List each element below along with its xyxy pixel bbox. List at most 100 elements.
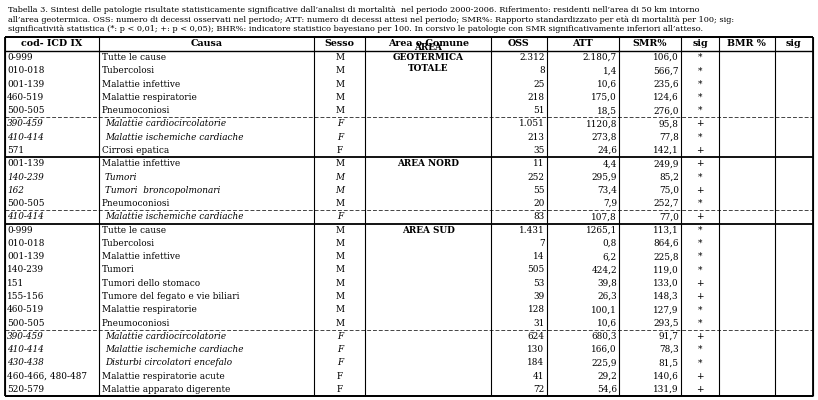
Text: 162: 162 — [7, 186, 24, 195]
Text: 77,0: 77,0 — [659, 212, 679, 221]
Text: 39: 39 — [533, 292, 545, 301]
Text: M: M — [335, 80, 344, 89]
Text: 119,0: 119,0 — [653, 266, 679, 274]
Text: 410-414: 410-414 — [7, 133, 43, 142]
Text: 571: 571 — [7, 146, 24, 155]
Text: 124,6: 124,6 — [654, 93, 679, 102]
Text: 100,1: 100,1 — [591, 305, 617, 314]
Text: *: * — [698, 133, 703, 142]
Text: 2.180,7: 2.180,7 — [583, 53, 617, 62]
Text: +: + — [696, 292, 703, 301]
Text: 001-139: 001-139 — [7, 252, 44, 261]
Text: *: * — [698, 53, 703, 62]
Text: 78,3: 78,3 — [659, 345, 679, 354]
Text: 166,0: 166,0 — [591, 345, 617, 354]
Text: 1.431: 1.431 — [519, 226, 545, 235]
Text: 505: 505 — [528, 266, 545, 274]
Text: Malattie infettive: Malattie infettive — [101, 252, 180, 261]
Text: AREA
GEOTERMICA
TOTALE: AREA GEOTERMICA TOTALE — [393, 43, 464, 72]
Text: 218: 218 — [528, 93, 545, 102]
Text: 500-505: 500-505 — [7, 199, 44, 208]
Text: 35: 35 — [533, 146, 545, 155]
Text: 140-239: 140-239 — [7, 266, 44, 274]
Text: M: M — [335, 292, 344, 301]
Text: 107,8: 107,8 — [591, 212, 617, 221]
Text: 25: 25 — [533, 80, 545, 89]
Text: 680,3: 680,3 — [591, 332, 617, 341]
Text: 1265,1: 1265,1 — [586, 226, 617, 235]
Text: 10,6: 10,6 — [597, 80, 617, 89]
Text: 7,9: 7,9 — [603, 199, 617, 208]
Text: M: M — [335, 226, 344, 235]
Text: 81,5: 81,5 — [658, 358, 679, 367]
Text: cod- ICD IX: cod- ICD IX — [21, 39, 83, 48]
Text: M: M — [335, 186, 344, 195]
Text: Tabella 3. Sintesi delle patologie risultate statisticamente significative dall’: Tabella 3. Sintesi delle patologie risul… — [8, 6, 699, 14]
Text: Pneumoconiosi: Pneumoconiosi — [101, 106, 170, 115]
Text: 295,9: 295,9 — [591, 172, 617, 182]
Text: ATT: ATT — [573, 39, 593, 48]
Text: 010-018: 010-018 — [7, 239, 44, 248]
Text: AREA NORD: AREA NORD — [398, 159, 459, 168]
Text: 130: 130 — [528, 345, 545, 354]
Text: Malattie respiratorie: Malattie respiratorie — [101, 305, 196, 314]
Text: 1,4: 1,4 — [603, 66, 617, 76]
Text: 293,5: 293,5 — [654, 318, 679, 328]
Text: 77,8: 77,8 — [659, 133, 679, 142]
Text: 73,4: 73,4 — [597, 186, 617, 195]
Text: 11: 11 — [533, 159, 545, 168]
Text: AREA SUD: AREA SUD — [402, 226, 455, 235]
Text: 001-139: 001-139 — [7, 159, 44, 168]
Text: M: M — [335, 252, 344, 261]
Text: 2.312: 2.312 — [519, 53, 545, 62]
Text: 0,8: 0,8 — [603, 239, 617, 248]
Text: M: M — [335, 239, 344, 248]
Text: 14: 14 — [533, 252, 545, 261]
Text: Sesso: Sesso — [325, 39, 355, 48]
Text: Malattie infettive: Malattie infettive — [101, 80, 180, 89]
Text: all’area geotermica. OSS: numero di decessi osservati nel periodo; ATT: numero d: all’area geotermica. OSS: numero di dece… — [8, 16, 734, 24]
Text: 51: 51 — [533, 106, 545, 115]
Text: M: M — [335, 66, 344, 76]
Text: 95,8: 95,8 — [659, 120, 679, 128]
Text: Causa: Causa — [191, 39, 222, 48]
Text: 249,9: 249,9 — [654, 159, 679, 168]
Text: Malattie ischemiche cardiache: Malattie ischemiche cardiache — [105, 133, 243, 142]
Text: F: F — [337, 385, 343, 394]
Text: 133,0: 133,0 — [654, 279, 679, 288]
Text: Pneumoconiosi: Pneumoconiosi — [101, 318, 170, 328]
Text: Malattie ischemiche cardiache: Malattie ischemiche cardiache — [105, 212, 243, 221]
Text: 148,3: 148,3 — [654, 292, 679, 301]
Text: 131,9: 131,9 — [654, 385, 679, 394]
Text: Malattie respiratorie: Malattie respiratorie — [101, 93, 196, 102]
Text: 54,6: 54,6 — [597, 385, 617, 394]
Text: *: * — [698, 358, 703, 367]
Text: 140-239: 140-239 — [7, 172, 43, 182]
Text: 864,6: 864,6 — [654, 239, 679, 248]
Text: F: F — [337, 345, 343, 354]
Text: *: * — [698, 252, 703, 261]
Text: *: * — [698, 266, 703, 274]
Text: 213: 213 — [528, 133, 545, 142]
Text: 235,6: 235,6 — [654, 80, 679, 89]
Text: 151: 151 — [7, 279, 25, 288]
Text: 7: 7 — [539, 239, 545, 248]
Text: 140,6: 140,6 — [653, 372, 679, 380]
Text: Tutte le cause: Tutte le cause — [101, 53, 166, 62]
Text: 4,4: 4,4 — [603, 159, 617, 168]
Text: 010-018: 010-018 — [7, 66, 44, 76]
Text: BMR %: BMR % — [727, 39, 766, 48]
Text: 55: 55 — [533, 186, 545, 195]
Text: 184: 184 — [528, 358, 545, 367]
Text: Pneumoconiosi: Pneumoconiosi — [101, 199, 170, 208]
Text: M: M — [335, 53, 344, 62]
Text: 0-999: 0-999 — [7, 226, 33, 235]
Text: +: + — [696, 186, 703, 195]
Text: *: * — [698, 318, 703, 328]
Text: +: + — [696, 212, 703, 221]
Text: 500-505: 500-505 — [7, 106, 44, 115]
Text: M: M — [335, 106, 344, 115]
Text: 1.051: 1.051 — [519, 120, 545, 128]
Text: 8: 8 — [539, 66, 545, 76]
Text: Tutte le cause: Tutte le cause — [101, 226, 166, 235]
